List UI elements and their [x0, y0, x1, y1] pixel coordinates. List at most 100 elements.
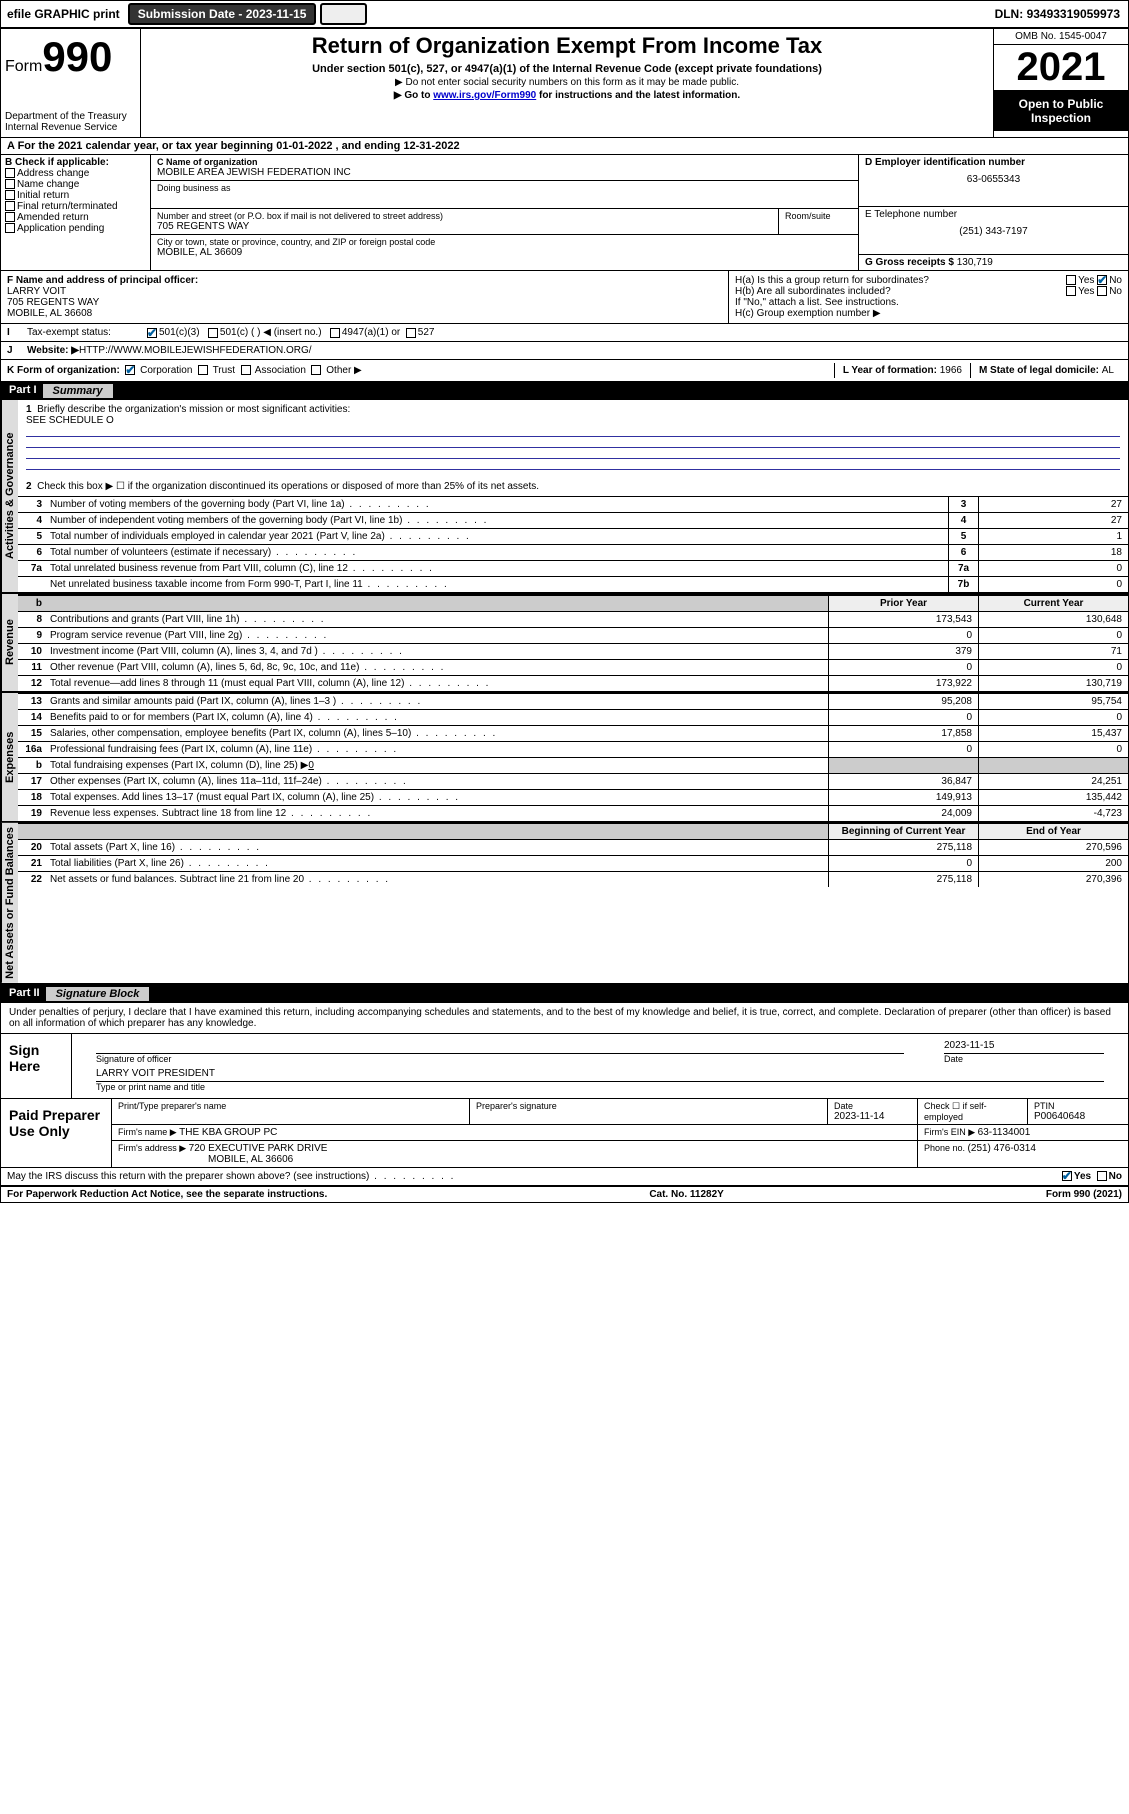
chk-application-pending[interactable]: Application pending — [5, 223, 146, 234]
side-label-expenses: Expenses — [1, 693, 18, 821]
summary-line: 8Contributions and grants (Part VIII, li… — [18, 611, 1128, 627]
efile-label: efile GRAPHIC print — [1, 5, 126, 23]
tax-year: 2021 — [994, 45, 1128, 91]
header-mid: Return of Organization Exempt From Incom… — [141, 29, 993, 137]
section-expenses: Expenses 13Grants and similar amounts pa… — [1, 693, 1128, 823]
col-header-prior: Prior Year — [828, 596, 978, 611]
form-header: Form990 Department of the Treasury Inter… — [1, 29, 1128, 138]
section-activities-governance: Activities & Governance 1 Briefly descri… — [1, 400, 1128, 594]
row-j-website: J Website: ▶ HTTP://WWW.MOBILEJEWISHFEDE… — [1, 342, 1128, 360]
may-irs-yes[interactable] — [1062, 1171, 1072, 1181]
chk-other[interactable] — [311, 365, 321, 375]
summary-line: 7aTotal unrelated business revenue from … — [18, 560, 1128, 576]
state-domicile: M State of legal domicile: AL — [970, 363, 1122, 378]
submission-date-button[interactable]: Submission Date - 2023-11-15 — [128, 3, 317, 25]
col-b-title: B Check if applicable: — [5, 157, 146, 168]
chk-name-change[interactable]: Name change — [5, 179, 146, 190]
row-klm: K Form of organization: Corporation Trus… — [1, 360, 1128, 382]
line-1-mission: 1 Briefly describe the organization's mi… — [18, 400, 1128, 477]
row-fh: F Name and address of principal officer:… — [1, 271, 1128, 324]
chk-trust[interactable] — [198, 365, 208, 375]
open-public-badge: Open to Public Inspection — [994, 91, 1128, 131]
summary-line: 20Total assets (Part X, line 16)275,1182… — [18, 839, 1128, 855]
principal-officer: F Name and address of principal officer:… — [1, 271, 728, 323]
header-left: Form990 Department of the Treasury Inter… — [1, 29, 141, 137]
summary-line: 14Benefits paid to or for members (Part … — [18, 709, 1128, 725]
form-footer: For Paperwork Reduction Act Notice, see … — [1, 1186, 1128, 1202]
irs-link[interactable]: www.irs.gov/Form990 — [433, 90, 536, 101]
summary-line: 21Total liabilities (Part X, line 26)020… — [18, 855, 1128, 871]
side-label-ag: Activities & Governance — [1, 400, 18, 592]
chk-4947[interactable] — [330, 328, 340, 338]
col-header-beginning: Beginning of Current Year — [828, 824, 978, 839]
chk-initial-return[interactable]: Initial return — [5, 190, 146, 201]
street-cell: Number and street (or P.O. box if mail i… — [151, 209, 858, 235]
omb-number: OMB No. 1545-0047 — [994, 29, 1128, 45]
chk-address-change[interactable]: Address change — [5, 168, 146, 179]
summary-line: 9Program service revenue (Part VIII, lin… — [18, 627, 1128, 643]
dept-label: Department of the Treasury Internal Reve… — [5, 111, 136, 133]
gross-receipts-cell: G Gross receipts $ 130,719 — [859, 255, 1128, 270]
paid-preparer-label: Paid Preparer Use Only — [1, 1099, 111, 1167]
phone-cell: E Telephone number (251) 343-7197 — [859, 207, 1128, 255]
summary-line: 17Other expenses (Part IX, column (A), l… — [18, 773, 1128, 789]
hb-no[interactable] — [1097, 286, 1107, 296]
summary-line: 22Net assets or fund balances. Subtract … — [18, 871, 1128, 887]
may-irs-row: May the IRS discuss this return with the… — [1, 1168, 1128, 1186]
part-1-header: Part I Summary — [1, 382, 1128, 400]
sign-here-label: Sign Here — [1, 1034, 71, 1098]
ha-no[interactable] — [1097, 275, 1107, 285]
summary-line: 13Grants and similar amounts paid (Part … — [18, 693, 1128, 709]
section-net-assets: Net Assets or Fund Balances Beginning of… — [1, 823, 1128, 985]
column-de: D Employer identification number 63-0655… — [858, 155, 1128, 270]
line-2-checkbox: 2 Check this box ▶ ☐ if the organization… — [18, 477, 1128, 496]
footer-left: For Paperwork Reduction Act Notice, see … — [7, 1189, 327, 1200]
col-header-end: End of Year — [978, 824, 1128, 839]
declaration-text: Under penalties of perjury, I declare th… — [1, 1003, 1128, 1033]
footer-right: Form 990 (2021) — [1046, 1189, 1122, 1200]
ein-cell: D Employer identification number 63-0655… — [859, 155, 1128, 207]
summary-line: Net unrelated business taxable income fr… — [18, 576, 1128, 592]
chk-final-return[interactable]: Final return/terminated — [5, 201, 146, 212]
form-subtitle-1: Under section 501(c), 527, or 4947(a)(1)… — [149, 63, 985, 75]
section-revenue: Revenue b Prior Year Current Year 8Contr… — [1, 594, 1128, 693]
chk-501c[interactable] — [208, 328, 218, 338]
form-subtitle-3: ▶ Go to www.irs.gov/Form990 for instruct… — [149, 90, 985, 101]
chk-amended-return[interactable]: Amended return — [5, 212, 146, 223]
line-16b: b Total fundraising expenses (Part IX, c… — [18, 757, 1128, 773]
paid-preparer-block: Paid Preparer Use Only Print/Type prepar… — [1, 1099, 1128, 1168]
sign-here-block: Sign Here Signature of officer 2023-11-1… — [1, 1033, 1128, 1099]
chk-corporation[interactable] — [125, 365, 135, 375]
ha-yes[interactable] — [1066, 275, 1076, 285]
city-cell: City or town, state or province, country… — [151, 235, 858, 260]
blank-button[interactable] — [320, 3, 367, 25]
summary-line: 11Other revenue (Part VIII, column (A), … — [18, 659, 1128, 675]
summary-line: 5Total number of individuals employed in… — [18, 528, 1128, 544]
summary-line: 4Number of independent voting members of… — [18, 512, 1128, 528]
footer-mid: Cat. No. 11282Y — [649, 1189, 723, 1200]
may-irs-no[interactable] — [1097, 1171, 1107, 1181]
summary-line: 19Revenue less expenses. Subtract line 1… — [18, 805, 1128, 821]
dba-cell: Doing business as — [151, 181, 858, 209]
col-header-current: Current Year — [978, 596, 1128, 611]
summary-line: 15Salaries, other compensation, employee… — [18, 725, 1128, 741]
summary-line: 6Total number of volunteers (estimate if… — [18, 544, 1128, 560]
form-subtitle-2: ▶ Do not enter social security numbers o… — [149, 77, 985, 88]
row-i-tax-exempt: I Tax-exempt status: 501(c)(3) 501(c) ( … — [1, 324, 1128, 342]
top-toolbar: efile GRAPHIC print Submission Date - 20… — [0, 0, 1129, 28]
form-container: Form990 Department of the Treasury Inter… — [0, 28, 1129, 1203]
year-formation: L Year of formation: 1966 — [834, 363, 970, 378]
chk-association[interactable] — [241, 365, 251, 375]
chk-501c3[interactable] — [147, 328, 157, 338]
hb-yes[interactable] — [1066, 286, 1076, 296]
column-c-org-info: C Name of organization MOBILE AREA JEWIS… — [151, 155, 858, 270]
chk-527[interactable] — [406, 328, 416, 338]
row-a-tax-year: A For the 2021 calendar year, or tax yea… — [1, 138, 1128, 155]
header-right: OMB No. 1545-0047 2021 Open to Public In… — [993, 29, 1128, 137]
form-title: Return of Organization Exempt From Incom… — [149, 33, 985, 59]
section-bcde: B Check if applicable: Address change Na… — [1, 155, 1128, 271]
dln-field: DLN: 93493319059973 — [987, 5, 1128, 23]
side-label-net-assets: Net Assets or Fund Balances — [1, 823, 18, 983]
column-b-checkboxes: B Check if applicable: Address change Na… — [1, 155, 151, 270]
form-number: Form990 — [5, 33, 136, 81]
